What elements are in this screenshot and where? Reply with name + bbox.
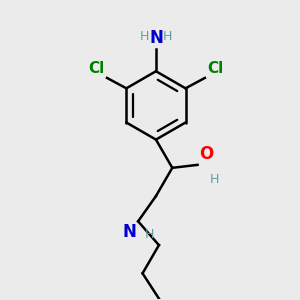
Text: N: N xyxy=(123,223,136,241)
Text: H: H xyxy=(163,30,172,43)
Text: H: H xyxy=(140,30,149,43)
Text: N: N xyxy=(149,29,163,47)
Text: H: H xyxy=(145,228,154,241)
Text: O: O xyxy=(199,146,213,164)
Text: Cl: Cl xyxy=(207,61,224,76)
Text: Cl: Cl xyxy=(88,61,105,76)
Text: H: H xyxy=(210,173,219,186)
